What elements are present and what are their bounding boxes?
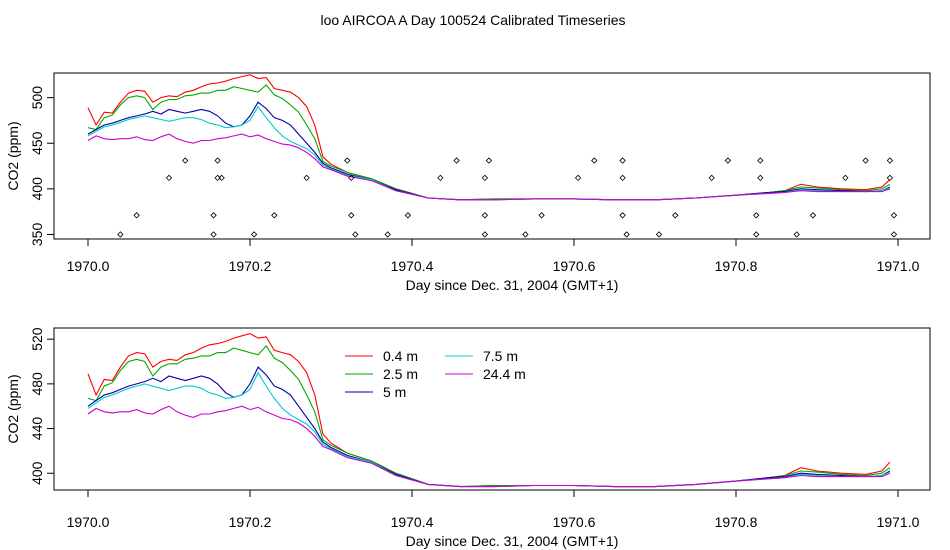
diamond-marker: [437, 174, 444, 182]
diamond-marker: [344, 157, 351, 164]
x-tick-label: 1970.6: [553, 514, 596, 530]
diamond-marker: [538, 212, 545, 219]
diamond-marker: [522, 231, 529, 238]
diamond-marker: [210, 212, 217, 219]
plot-frame: [53, 72, 931, 240]
x-tick-label: 1970.4: [391, 258, 434, 274]
diamond-marker: [886, 157, 894, 164]
y-axis-label: CO2 (ppm): [5, 374, 21, 443]
series-line-24-4-m: [87, 133, 891, 201]
diamond-marker: [218, 174, 225, 182]
y-axis-label: CO2 (ppm): [5, 121, 21, 190]
diamond-marker: [757, 174, 764, 182]
diamond-marker: [303, 174, 310, 182]
diamond-marker: [214, 174, 221, 182]
y-tick-label: 440: [29, 417, 45, 441]
diamond-marker: [655, 231, 663, 238]
diamond-marker: [182, 157, 189, 164]
diamond-marker: [862, 157, 869, 164]
diamond-marker: [890, 231, 898, 238]
diamond-marker: [793, 231, 800, 238]
y-tick-label: 400: [29, 177, 45, 201]
diamond-marker: [250, 231, 258, 238]
x-tick-label: 1970.2: [229, 258, 272, 274]
legend-label: 7.5 m: [483, 348, 518, 364]
diamond-marker: [724, 157, 732, 164]
x-tick-label: 1970.2: [229, 514, 272, 530]
series-line-2-5-m: [87, 84, 891, 201]
diamond-marker: [591, 157, 598, 164]
y-tick-label: 520: [29, 327, 45, 351]
y-tick-label: 500: [29, 86, 45, 110]
x-axis-label: Day since Dec. 31, 2004 (GMT+1): [406, 277, 619, 293]
diamond-marker: [886, 174, 894, 182]
diamond-marker: [481, 231, 489, 238]
diamond-marker: [481, 174, 489, 182]
series-line-7-5-m: [87, 371, 891, 488]
diamond-marker: [842, 174, 849, 182]
x-tick-label: 1971.0: [877, 258, 920, 274]
diamond-marker: [753, 212, 760, 219]
legend-label: 24.4 m: [483, 366, 526, 382]
diamond-marker: [352, 231, 359, 238]
diamond-marker: [757, 157, 764, 164]
diamond-marker: [453, 157, 460, 164]
y-tick-label: 350: [29, 223, 45, 247]
series-line-5-m: [87, 101, 891, 201]
diamond-marker: [210, 231, 217, 238]
y-tick-label: 450: [29, 131, 45, 155]
series-line-5-m: [87, 366, 891, 488]
diamond-marker: [619, 212, 626, 219]
diamond-marker: [404, 212, 412, 219]
x-tick-label: 1970.4: [391, 514, 434, 530]
series-group: [87, 333, 891, 488]
legend-label: 2.5 m: [383, 366, 418, 382]
diamond-marker: [117, 231, 124, 238]
diamond-marker: [753, 231, 760, 238]
legend-label: 0.4 m: [383, 348, 418, 364]
x-tick-label: 1970.0: [67, 258, 110, 274]
x-axis-label: Day since Dec. 31, 2004 (GMT+1): [406, 533, 619, 549]
series-line-24-4-m: [87, 405, 891, 488]
legend-label: 5 m: [383, 384, 406, 400]
diamond-marker: [890, 212, 898, 219]
diamond-marker: [481, 212, 489, 219]
series-line-7-5-m: [87, 105, 891, 201]
diamond-marker: [271, 212, 278, 219]
diamond-marker: [348, 212, 355, 219]
x-tick-label: 1970.8: [715, 258, 758, 274]
y-tick-label: 400: [29, 461, 45, 485]
diamond-marker: [708, 174, 715, 182]
plot-frame: [53, 327, 931, 491]
diamond-marker: [809, 212, 817, 219]
y-tick-label: 480: [29, 372, 45, 396]
series-group: [87, 74, 891, 201]
x-tick-label: 1970.6: [553, 258, 596, 274]
diamond-marker: [214, 157, 221, 164]
diamond-marker: [384, 231, 391, 238]
x-tick-label: 1971.0: [877, 514, 920, 530]
bottom-chart-panel: 1970.0 1970.2 1970.4 1970.6 1970.8 1971.0 Day …: [5, 327, 931, 549]
diamond-marker: [623, 231, 630, 238]
figure-title: loo AIRCOA A Day 100524 Calibrated Times…: [320, 12, 625, 28]
diamond-marker: [348, 174, 355, 182]
diamond-marker: [133, 212, 140, 219]
x-tick-label: 1970.8: [715, 514, 758, 530]
diamond-marker: [574, 174, 582, 182]
diamond-marker: [165, 174, 173, 182]
diamond-marker: [485, 157, 493, 164]
top-chart-panel: 1970.0 1970.2 1970.4 1970.6 1970.8 1971.0 Day …: [5, 72, 931, 293]
diamond-marker: [672, 212, 679, 219]
diamond-marker: [619, 174, 626, 182]
diamond-marker: [619, 157, 626, 164]
x-tick-label: 1970.0: [67, 514, 110, 530]
